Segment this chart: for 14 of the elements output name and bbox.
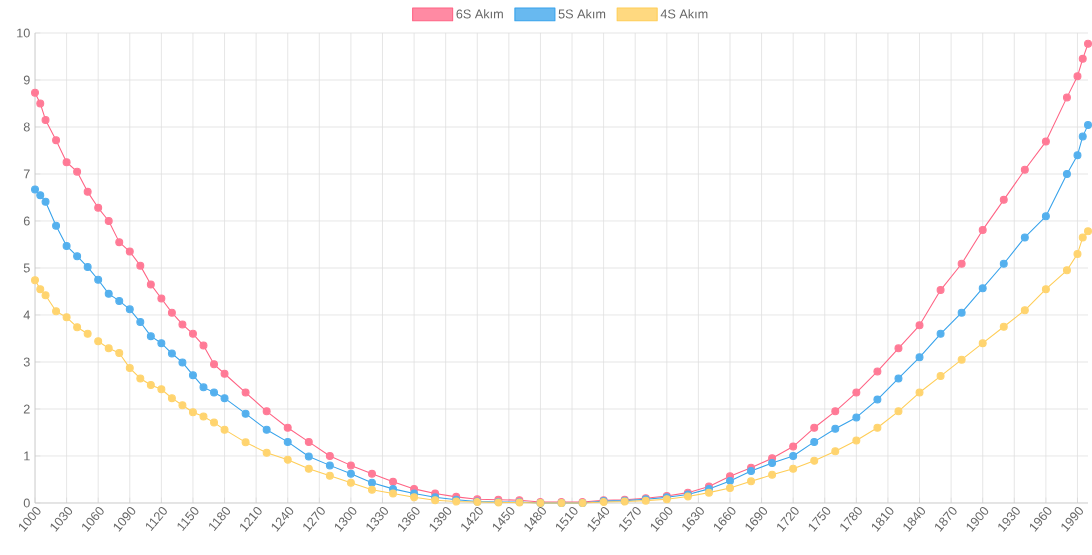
legend-label: 4S Akım	[660, 9, 708, 19]
y-tick-label: 7	[23, 169, 30, 179]
y-tick-label: 3	[23, 357, 30, 367]
legend-label: 5S Akım	[558, 9, 606, 19]
y-tick-label: 5	[23, 263, 30, 273]
y-tick-label: 8	[23, 122, 30, 132]
y-tick-label: 1	[24, 451, 30, 461]
y-tick-label: 0	[23, 498, 30, 508]
legend-label: 6S Akım	[456, 9, 503, 19]
y-tick-label: 4	[23, 310, 30, 320]
y-tick-label: 9	[23, 75, 30, 85]
y-tick-label: 6	[23, 216, 30, 226]
y-tick-label: 10	[17, 28, 30, 38]
y-tick-label: 2	[23, 404, 30, 414]
